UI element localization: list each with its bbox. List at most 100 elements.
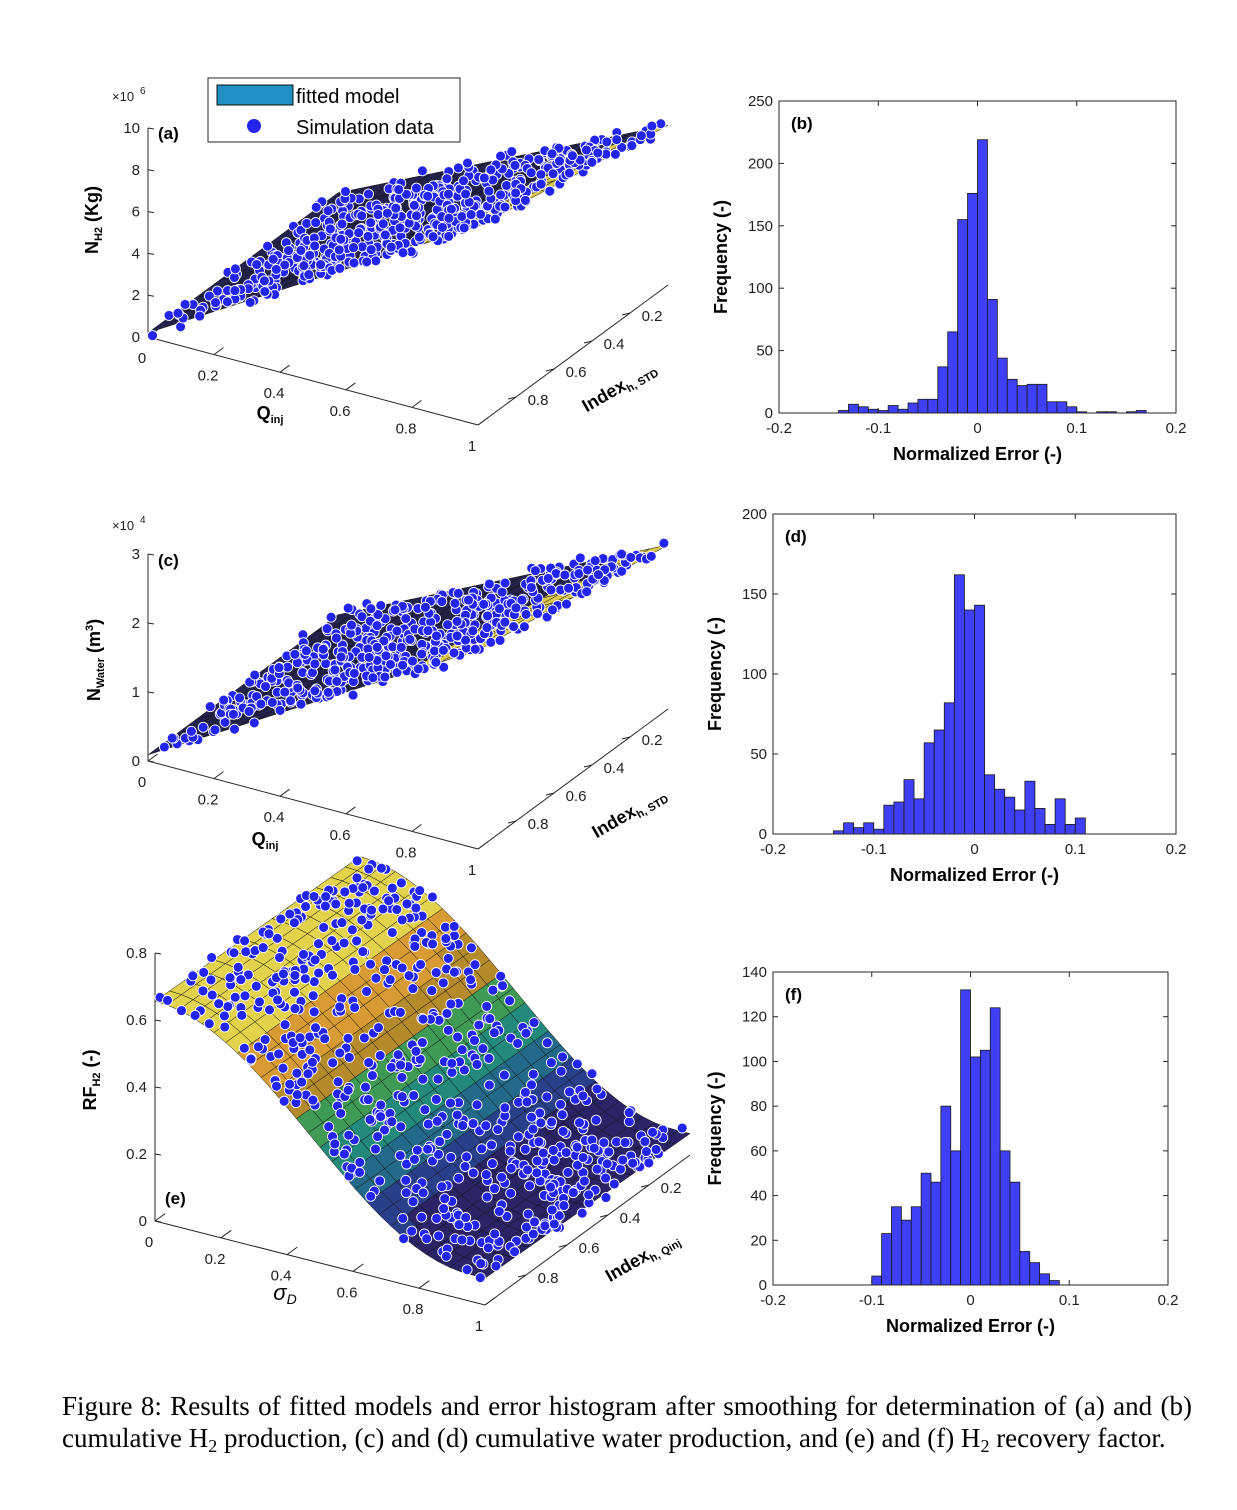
y-tick-label: 0.4 <box>620 1210 641 1227</box>
x-tick <box>279 788 290 797</box>
data-point <box>531 1167 543 1179</box>
data-point <box>445 1097 456 1109</box>
data-point <box>590 1114 602 1126</box>
data-point <box>581 586 593 598</box>
histogram-bar <box>987 299 998 414</box>
data-point <box>264 1004 275 1016</box>
data-point <box>443 212 455 224</box>
data-point <box>542 572 554 584</box>
data-point <box>561 598 572 610</box>
data-point <box>592 147 604 159</box>
data-point <box>555 1065 567 1077</box>
data-point <box>608 1178 620 1190</box>
data-point <box>489 213 501 225</box>
data-point <box>452 587 464 599</box>
data-point <box>296 1076 308 1088</box>
z-tick-label: 0.8 <box>126 945 147 962</box>
data-point <box>397 659 409 671</box>
panel-label: (b) <box>791 114 813 133</box>
histogram-bar <box>996 357 1008 414</box>
data-point <box>373 1022 384 1034</box>
data-point <box>255 698 267 710</box>
data-point <box>591 1163 603 1175</box>
z-tick-label: 0 <box>132 329 140 346</box>
x-tick-label: 0.8 <box>396 844 417 861</box>
data-point <box>497 980 508 992</box>
x-axis <box>154 1220 486 1306</box>
data-point <box>422 1118 434 1130</box>
data-point <box>408 1090 420 1101</box>
data-point <box>330 898 342 910</box>
data-point <box>392 1049 404 1061</box>
x-tick-label: 0.8 <box>396 420 417 437</box>
data-point <box>322 205 334 217</box>
data-point <box>197 985 209 997</box>
x-axis-label: Qinj <box>257 403 284 426</box>
histogram-bar <box>994 788 1006 835</box>
z-exponent-power: 4 <box>140 515 146 526</box>
data-point <box>389 604 401 616</box>
x-axis-label: σD <box>273 1280 296 1307</box>
data-point <box>598 1137 610 1149</box>
data-point <box>416 648 428 660</box>
z-tick-label: 4 <box>132 245 140 262</box>
surface-plot-e: 0 0.2 0.4 0.6 0.8 0 0.2 0.4 0.6 0.8 1 0.2 0.4 0.6 0.8 (… <box>80 855 691 1335</box>
x-tick-label: -0.1 <box>865 420 891 437</box>
data-point <box>407 655 418 667</box>
histogram-bar <box>871 1275 883 1286</box>
data-point <box>348 667 360 679</box>
data-point <box>319 1033 331 1045</box>
data-point <box>430 1093 442 1105</box>
y-axis-label: Frequency (-) <box>705 1071 725 1185</box>
data-point <box>436 221 448 233</box>
data-point <box>506 146 518 157</box>
data-point <box>310 1022 321 1034</box>
x-tick <box>213 347 224 356</box>
histogram-bar <box>923 742 935 835</box>
data-point <box>172 307 184 319</box>
data-point <box>335 651 347 663</box>
z-tick-label: 0 <box>139 1213 147 1230</box>
data-point <box>284 1078 296 1090</box>
data-point <box>327 969 338 981</box>
data-point <box>342 1084 354 1096</box>
data-point <box>533 1136 545 1148</box>
data-point <box>548 1154 560 1166</box>
y-tick-label: 20 <box>750 1232 767 1249</box>
data-point <box>300 645 312 657</box>
data-point <box>393 184 405 195</box>
z-tick <box>147 691 155 694</box>
data-point <box>471 1099 483 1111</box>
z-tick <box>147 252 155 255</box>
histogram-bar <box>910 1206 922 1286</box>
data-point <box>526 1079 537 1091</box>
data-point <box>467 1118 479 1129</box>
data-point <box>185 725 197 737</box>
data-point <box>343 897 355 909</box>
x-axis-label: Qinj <box>252 829 279 852</box>
data-point <box>519 194 531 206</box>
data-point <box>308 1006 320 1018</box>
data-point <box>477 1043 489 1055</box>
y-tick-label: 80 <box>750 1098 767 1115</box>
data-point <box>567 1187 579 1199</box>
data-point <box>457 1120 469 1132</box>
data-point <box>351 935 363 947</box>
x-axis-label: Normalized Error (-) <box>890 865 1059 885</box>
histogram-bar <box>967 192 978 414</box>
data-point <box>528 1017 540 1029</box>
data-point <box>298 260 310 272</box>
data-point <box>643 1157 655 1169</box>
data-point <box>310 217 322 229</box>
data-point <box>224 972 236 984</box>
y-tick-label: 100 <box>742 666 767 683</box>
x-tick-label: -0.2 <box>760 1292 786 1309</box>
data-point <box>456 1234 468 1246</box>
y-tick-label: 0 <box>759 826 767 843</box>
data-point <box>416 1037 428 1048</box>
x-tick <box>286 1246 298 1256</box>
y-tick <box>599 1214 609 1218</box>
data-point <box>465 209 477 221</box>
data-point <box>361 985 373 997</box>
data-point <box>189 1009 201 1021</box>
